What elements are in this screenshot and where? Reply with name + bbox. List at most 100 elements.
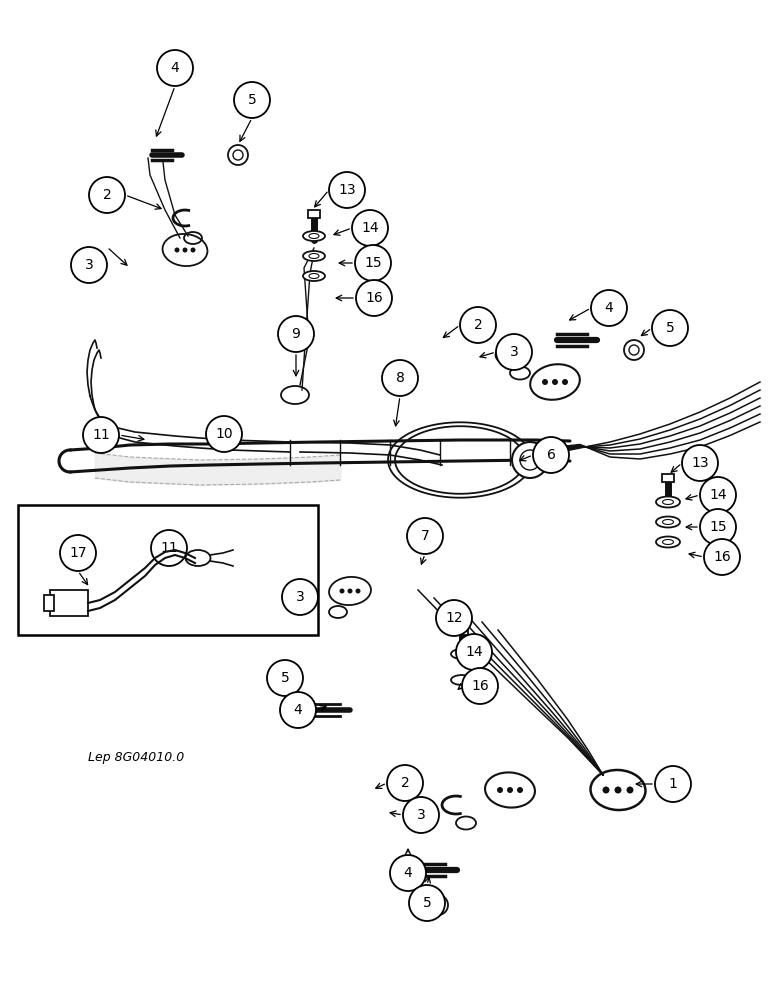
Circle shape bbox=[390, 855, 426, 891]
Ellipse shape bbox=[662, 540, 673, 544]
Text: 11: 11 bbox=[92, 428, 110, 442]
Text: 16: 16 bbox=[713, 550, 731, 564]
Text: 2: 2 bbox=[474, 318, 482, 332]
Ellipse shape bbox=[303, 231, 325, 241]
Text: 5: 5 bbox=[281, 671, 290, 685]
Circle shape bbox=[233, 150, 243, 160]
Circle shape bbox=[704, 539, 740, 575]
Circle shape bbox=[652, 310, 688, 346]
Circle shape bbox=[624, 340, 644, 360]
Circle shape bbox=[382, 360, 418, 396]
Ellipse shape bbox=[656, 496, 680, 508]
Circle shape bbox=[355, 245, 391, 281]
Circle shape bbox=[655, 766, 691, 802]
Circle shape bbox=[456, 634, 492, 670]
Bar bbox=[308, 210, 320, 218]
Circle shape bbox=[228, 145, 248, 165]
Text: 14: 14 bbox=[709, 488, 726, 502]
Ellipse shape bbox=[656, 536, 680, 548]
Bar bbox=[456, 627, 468, 635]
Circle shape bbox=[356, 280, 392, 316]
Circle shape bbox=[496, 334, 532, 370]
Text: 3: 3 bbox=[510, 345, 518, 359]
Text: 3: 3 bbox=[417, 808, 425, 822]
Circle shape bbox=[533, 437, 569, 473]
Text: 16: 16 bbox=[471, 679, 489, 693]
Circle shape bbox=[552, 379, 558, 385]
Circle shape bbox=[542, 379, 548, 385]
Circle shape bbox=[206, 416, 242, 452]
Text: 15: 15 bbox=[709, 520, 726, 534]
Circle shape bbox=[460, 307, 496, 343]
Circle shape bbox=[602, 786, 610, 794]
Text: 16: 16 bbox=[365, 291, 383, 305]
Circle shape bbox=[682, 445, 718, 481]
Text: 4: 4 bbox=[604, 301, 614, 315]
Circle shape bbox=[151, 530, 187, 566]
Circle shape bbox=[520, 450, 540, 470]
Text: 3: 3 bbox=[85, 258, 93, 272]
Circle shape bbox=[278, 316, 314, 352]
Ellipse shape bbox=[309, 273, 319, 278]
Ellipse shape bbox=[656, 516, 680, 528]
Text: 11: 11 bbox=[160, 541, 178, 555]
Circle shape bbox=[462, 668, 498, 704]
Circle shape bbox=[329, 172, 365, 208]
Text: 5: 5 bbox=[665, 321, 675, 335]
Circle shape bbox=[403, 797, 439, 833]
Circle shape bbox=[174, 247, 180, 252]
Circle shape bbox=[352, 210, 388, 246]
Text: 9: 9 bbox=[292, 327, 300, 341]
Ellipse shape bbox=[303, 251, 325, 261]
Bar bbox=[662, 474, 674, 482]
Circle shape bbox=[507, 787, 513, 793]
Circle shape bbox=[267, 660, 303, 696]
Circle shape bbox=[517, 787, 523, 793]
Text: 17: 17 bbox=[69, 546, 86, 560]
Circle shape bbox=[436, 600, 472, 636]
Circle shape bbox=[355, 588, 361, 593]
Circle shape bbox=[157, 50, 193, 86]
Circle shape bbox=[700, 477, 736, 513]
Circle shape bbox=[497, 787, 503, 793]
Text: 14: 14 bbox=[361, 221, 379, 235]
Ellipse shape bbox=[303, 271, 325, 281]
Circle shape bbox=[433, 900, 443, 910]
Circle shape bbox=[191, 247, 195, 252]
Bar bbox=[44, 595, 54, 611]
Circle shape bbox=[562, 379, 568, 385]
Text: 5: 5 bbox=[248, 93, 256, 107]
Text: Lep 8G04010.0: Lep 8G04010.0 bbox=[88, 750, 185, 764]
Text: 13: 13 bbox=[691, 456, 709, 470]
Circle shape bbox=[89, 177, 125, 213]
Text: 4: 4 bbox=[293, 703, 303, 717]
Circle shape bbox=[347, 588, 353, 593]
Circle shape bbox=[629, 345, 639, 355]
Text: 1: 1 bbox=[669, 777, 678, 791]
Text: 8: 8 bbox=[395, 371, 405, 385]
Text: 14: 14 bbox=[466, 645, 482, 659]
Circle shape bbox=[615, 786, 621, 794]
Ellipse shape bbox=[662, 520, 673, 524]
Circle shape bbox=[340, 588, 344, 593]
Text: 10: 10 bbox=[215, 427, 233, 441]
Ellipse shape bbox=[451, 675, 473, 685]
Ellipse shape bbox=[309, 233, 319, 238]
Circle shape bbox=[71, 247, 107, 283]
Circle shape bbox=[182, 247, 188, 252]
Circle shape bbox=[407, 518, 443, 554]
Text: 12: 12 bbox=[445, 611, 462, 625]
Ellipse shape bbox=[662, 499, 673, 504]
Text: 3: 3 bbox=[296, 590, 304, 604]
Ellipse shape bbox=[309, 253, 319, 258]
Ellipse shape bbox=[451, 649, 473, 659]
Circle shape bbox=[282, 579, 318, 615]
Circle shape bbox=[591, 290, 627, 326]
Circle shape bbox=[60, 535, 96, 571]
Text: 4: 4 bbox=[171, 61, 179, 75]
Circle shape bbox=[280, 692, 316, 728]
Circle shape bbox=[283, 675, 293, 685]
Circle shape bbox=[627, 786, 634, 794]
Text: 15: 15 bbox=[364, 256, 382, 270]
Bar bbox=[50, 590, 88, 616]
